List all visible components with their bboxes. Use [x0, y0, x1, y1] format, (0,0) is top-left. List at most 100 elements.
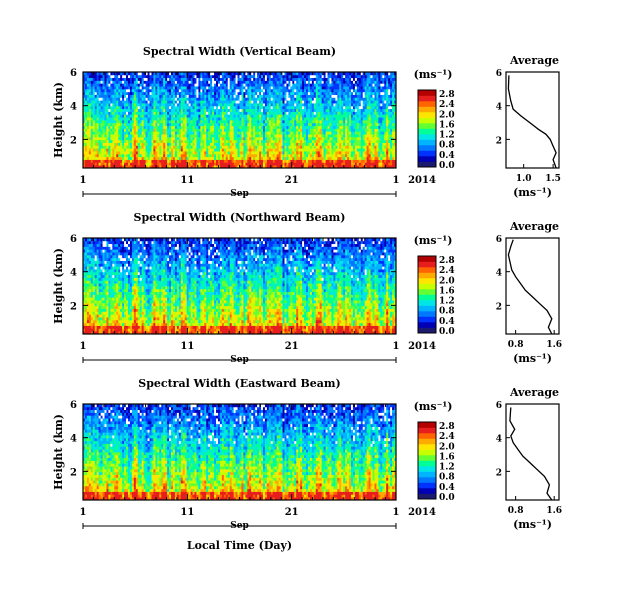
heatmap-cell: [94, 108, 98, 112]
heatmap-cell: [249, 153, 252, 158]
heatmap-cell: [192, 142, 195, 146]
heatmap-cell: [286, 134, 289, 138]
heatmap-cell: [300, 77, 303, 81]
heatmap-cell: [261, 114, 264, 118]
heatmap-cell: [176, 103, 180, 107]
heatmap-cell: [182, 74, 186, 79]
heatmap-cell: [239, 114, 242, 118]
heatmap-cell: [102, 117, 105, 121]
heatmap-cell: [83, 105, 86, 110]
heatmap-cell: [345, 136, 348, 141]
heatmap-cell: [354, 120, 358, 124]
heatmap-cell: [351, 165, 354, 169]
heatmap-cell: [286, 117, 289, 121]
heatmap-cell: [94, 83, 98, 87]
heatmap-cell: [198, 77, 201, 81]
heatmap-cell: [345, 103, 348, 107]
heatmap-cell: [268, 111, 272, 115]
heatmap-cell: [243, 145, 246, 149]
heatmap-cell: [86, 148, 90, 152]
heatmap-cell: [126, 94, 129, 98]
heatmap-cell: [362, 120, 366, 124]
heatmap-cell: [323, 80, 326, 84]
heatmap-cell: [98, 77, 102, 81]
heatmap-cell: [243, 108, 246, 112]
heatmap-cell: [313, 77, 317, 81]
heatmap-cell: [317, 103, 321, 107]
heatmap-cell: [313, 88, 317, 93]
heatmap-cell: [126, 105, 129, 110]
heatmap-cell: [245, 156, 248, 160]
heatmap-cell: [329, 122, 332, 127]
heatmap-cell: [237, 88, 240, 93]
heatmap-cell: [151, 114, 154, 118]
heatmap-cell: [292, 114, 295, 118]
heatmap-cell: [333, 111, 336, 115]
heatmap-cell: [92, 91, 96, 95]
heatmap-cell: [261, 80, 264, 84]
heatmap-cell: [219, 83, 223, 87]
heatmap-cell: [282, 120, 285, 124]
heatmap-cell: [192, 151, 195, 155]
heatmap-cell: [100, 108, 103, 112]
heatmap-cell: [178, 91, 182, 95]
heatmap-cell: [98, 103, 102, 107]
heatmap-cell: [137, 114, 141, 118]
heatmap-cell: [257, 142, 260, 146]
heatmap-cell: [188, 128, 191, 132]
heatmap-cell: [259, 100, 262, 104]
heatmap-cell: [294, 134, 297, 138]
heatmap-cell: [124, 83, 127, 87]
heatmap-cell: [343, 153, 346, 158]
heatmap-cell: [286, 86, 289, 90]
heatmap-cell: [83, 142, 86, 146]
heatmap-cell: [100, 77, 103, 81]
heatmap-cell: [270, 88, 274, 93]
heatmap-cell: [327, 151, 330, 155]
heatmap-cell: [90, 117, 94, 121]
heatmap-cell: [315, 128, 319, 132]
heatmap-cell: [169, 159, 172, 163]
heatmap-cell: [345, 156, 348, 160]
heatmap-cell: [161, 156, 164, 160]
heatmap-cell: [249, 128, 252, 132]
heatmap-cell: [90, 136, 94, 141]
heatmap-cell: [247, 159, 250, 163]
heatmap-cell: [178, 134, 182, 138]
heatmap-cell: [165, 151, 168, 155]
heatmap-cell: [202, 122, 205, 127]
heatmap-cell: [190, 105, 193, 110]
heatmap-cell: [266, 162, 270, 166]
heatmap-cell: [90, 125, 94, 129]
heatmap-cell: [282, 77, 285, 81]
heatmap-cell: [368, 145, 371, 149]
heatmap-cell: [208, 134, 211, 138]
heatmap-cell: [282, 117, 285, 121]
heatmap-cell: [110, 111, 113, 115]
heatmap-cell: [366, 165, 370, 169]
heatmap-cell: [288, 131, 291, 135]
heatmap-cell: [104, 80, 107, 84]
heatmap-cell: [163, 88, 166, 93]
heatmap-cell: [266, 97, 270, 101]
heatmap-cell: [120, 165, 123, 169]
heatmap-cell: [341, 83, 344, 87]
heatmap-cell: [176, 100, 180, 104]
heatmap-cell: [171, 156, 174, 160]
heatmap-cell: [92, 77, 96, 81]
heatmap-cell: [147, 114, 150, 118]
heatmap-cell: [167, 83, 170, 87]
heatmap-cell: [90, 162, 94, 166]
heatmap-cell: [190, 88, 193, 93]
heatmap-cell: [86, 134, 90, 138]
heatmap-cell: [88, 142, 92, 146]
heatmap-cell: [284, 134, 287, 138]
heatmap-cell: [155, 134, 158, 138]
heatmap-cell: [323, 114, 326, 118]
heatmap-cell: [352, 131, 356, 135]
heatmap-cell: [129, 145, 133, 149]
heatmap-cell: [315, 94, 319, 98]
heatmap-cell: [106, 94, 109, 98]
heatmap-cell: [264, 94, 268, 98]
heatmap-cell: [174, 72, 178, 76]
